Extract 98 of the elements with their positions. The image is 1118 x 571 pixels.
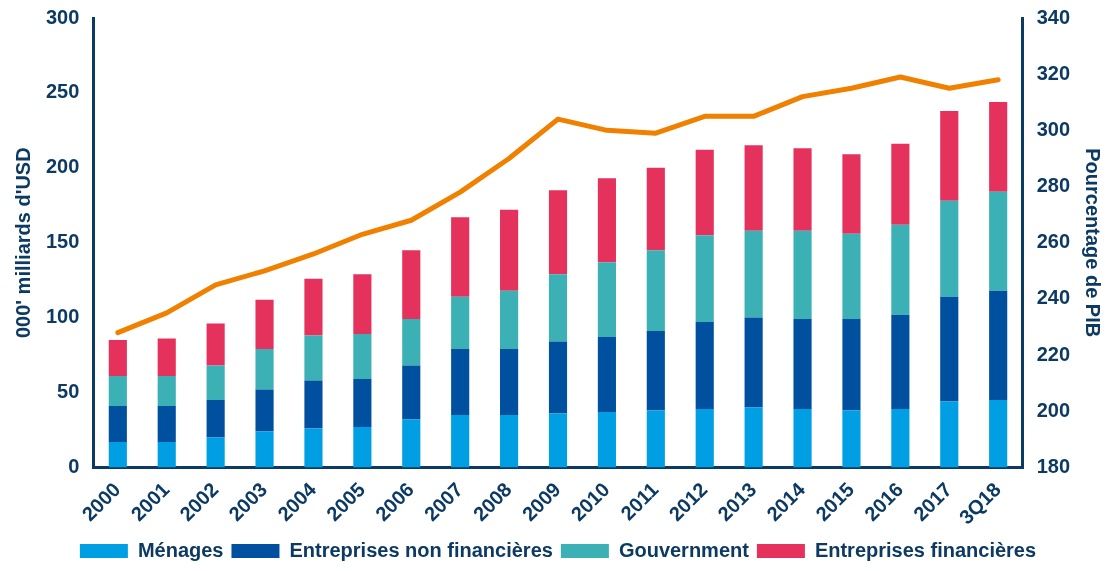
y-tick-label: 100 (45, 305, 80, 328)
bar (108, 406, 127, 442)
legend-label: Gouvernment (618, 538, 750, 561)
y-tick-label: 300 (45, 5, 80, 28)
bar (989, 101, 1008, 192)
bar (940, 296, 959, 402)
bar (940, 401, 959, 468)
bar (108, 340, 127, 377)
y2-tick-label: 240 (1036, 286, 1071, 309)
y2-axis-title: Pourcentage de PIB (1082, 148, 1105, 338)
bar (304, 380, 323, 429)
bar (891, 224, 910, 315)
bar (548, 190, 568, 275)
bar (206, 365, 225, 401)
bar (255, 349, 274, 390)
bar (206, 437, 225, 468)
bar (353, 334, 372, 380)
bar (793, 319, 812, 410)
bar (891, 143, 910, 225)
y2-tick-label: 300 (1036, 117, 1071, 140)
bar (842, 410, 861, 468)
bar (842, 154, 861, 234)
bar (451, 217, 470, 297)
bar (646, 167, 665, 251)
bar (842, 319, 861, 411)
bar (206, 323, 225, 366)
bar (842, 233, 861, 320)
y-tick-label: 200 (45, 155, 80, 178)
y-tick-label: 150 (45, 230, 80, 253)
bar (451, 296, 470, 350)
bar (157, 338, 176, 377)
bar (548, 341, 568, 414)
bar (891, 314, 910, 410)
y-tick-label: 250 (45, 80, 80, 103)
bar (695, 322, 714, 410)
y2-tick-label: 200 (1036, 398, 1071, 421)
bar (402, 365, 421, 420)
bar (989, 400, 1008, 468)
y-axis-title: 000' milliards d'USD (11, 147, 34, 339)
bar (695, 409, 714, 468)
bar (500, 290, 519, 350)
bar (744, 230, 763, 318)
bar (597, 412, 616, 468)
legend-label: Entreprises non financières (289, 538, 553, 561)
bar (500, 349, 519, 415)
y-tick-label: 0 (68, 454, 80, 477)
bar (597, 262, 616, 338)
bar (255, 431, 274, 468)
y2-tick-label: 280 (1036, 174, 1071, 197)
bar (206, 400, 225, 438)
y2-tick-label: 260 (1036, 230, 1071, 253)
bar (744, 407, 763, 468)
bar (451, 415, 470, 468)
bar (891, 409, 910, 468)
y-tick-label: 50 (57, 380, 80, 403)
bar (500, 209, 519, 291)
bar (304, 335, 323, 381)
bar (500, 415, 519, 468)
y2-tick-label: 180 (1036, 454, 1071, 477)
bar (989, 191, 1008, 291)
bar (402, 319, 421, 366)
bar (744, 317, 763, 408)
y2-tick-label: 220 (1036, 342, 1071, 365)
y2-tick-label: 320 (1036, 61, 1071, 84)
bar (108, 441, 127, 468)
bar (940, 110, 959, 201)
bar (108, 376, 127, 407)
legend-label: Entreprises financières (814, 538, 1037, 561)
bar (695, 149, 714, 236)
bar (353, 379, 372, 427)
legend-label: Ménages (137, 538, 224, 561)
bar (646, 410, 665, 468)
bar (793, 409, 812, 468)
bar (157, 441, 176, 468)
bar (989, 290, 1008, 401)
bar (793, 230, 812, 320)
bar (597, 178, 616, 263)
bar (548, 274, 568, 342)
bar (744, 145, 763, 231)
bar (646, 331, 665, 411)
bar (793, 148, 812, 231)
bar (353, 274, 372, 335)
bar (597, 337, 616, 412)
bar (646, 250, 665, 332)
bar (940, 200, 959, 297)
bar (255, 389, 274, 432)
bar (157, 406, 176, 442)
bar (304, 278, 323, 336)
y2-tick-label: 340 (1036, 5, 1071, 28)
bar (402, 419, 421, 468)
bar (548, 413, 568, 468)
bar (695, 235, 714, 323)
bar (402, 250, 421, 320)
bar (451, 349, 470, 415)
bar (255, 299, 274, 350)
bar (157, 376, 176, 407)
bar (353, 426, 372, 468)
bar (304, 428, 323, 468)
